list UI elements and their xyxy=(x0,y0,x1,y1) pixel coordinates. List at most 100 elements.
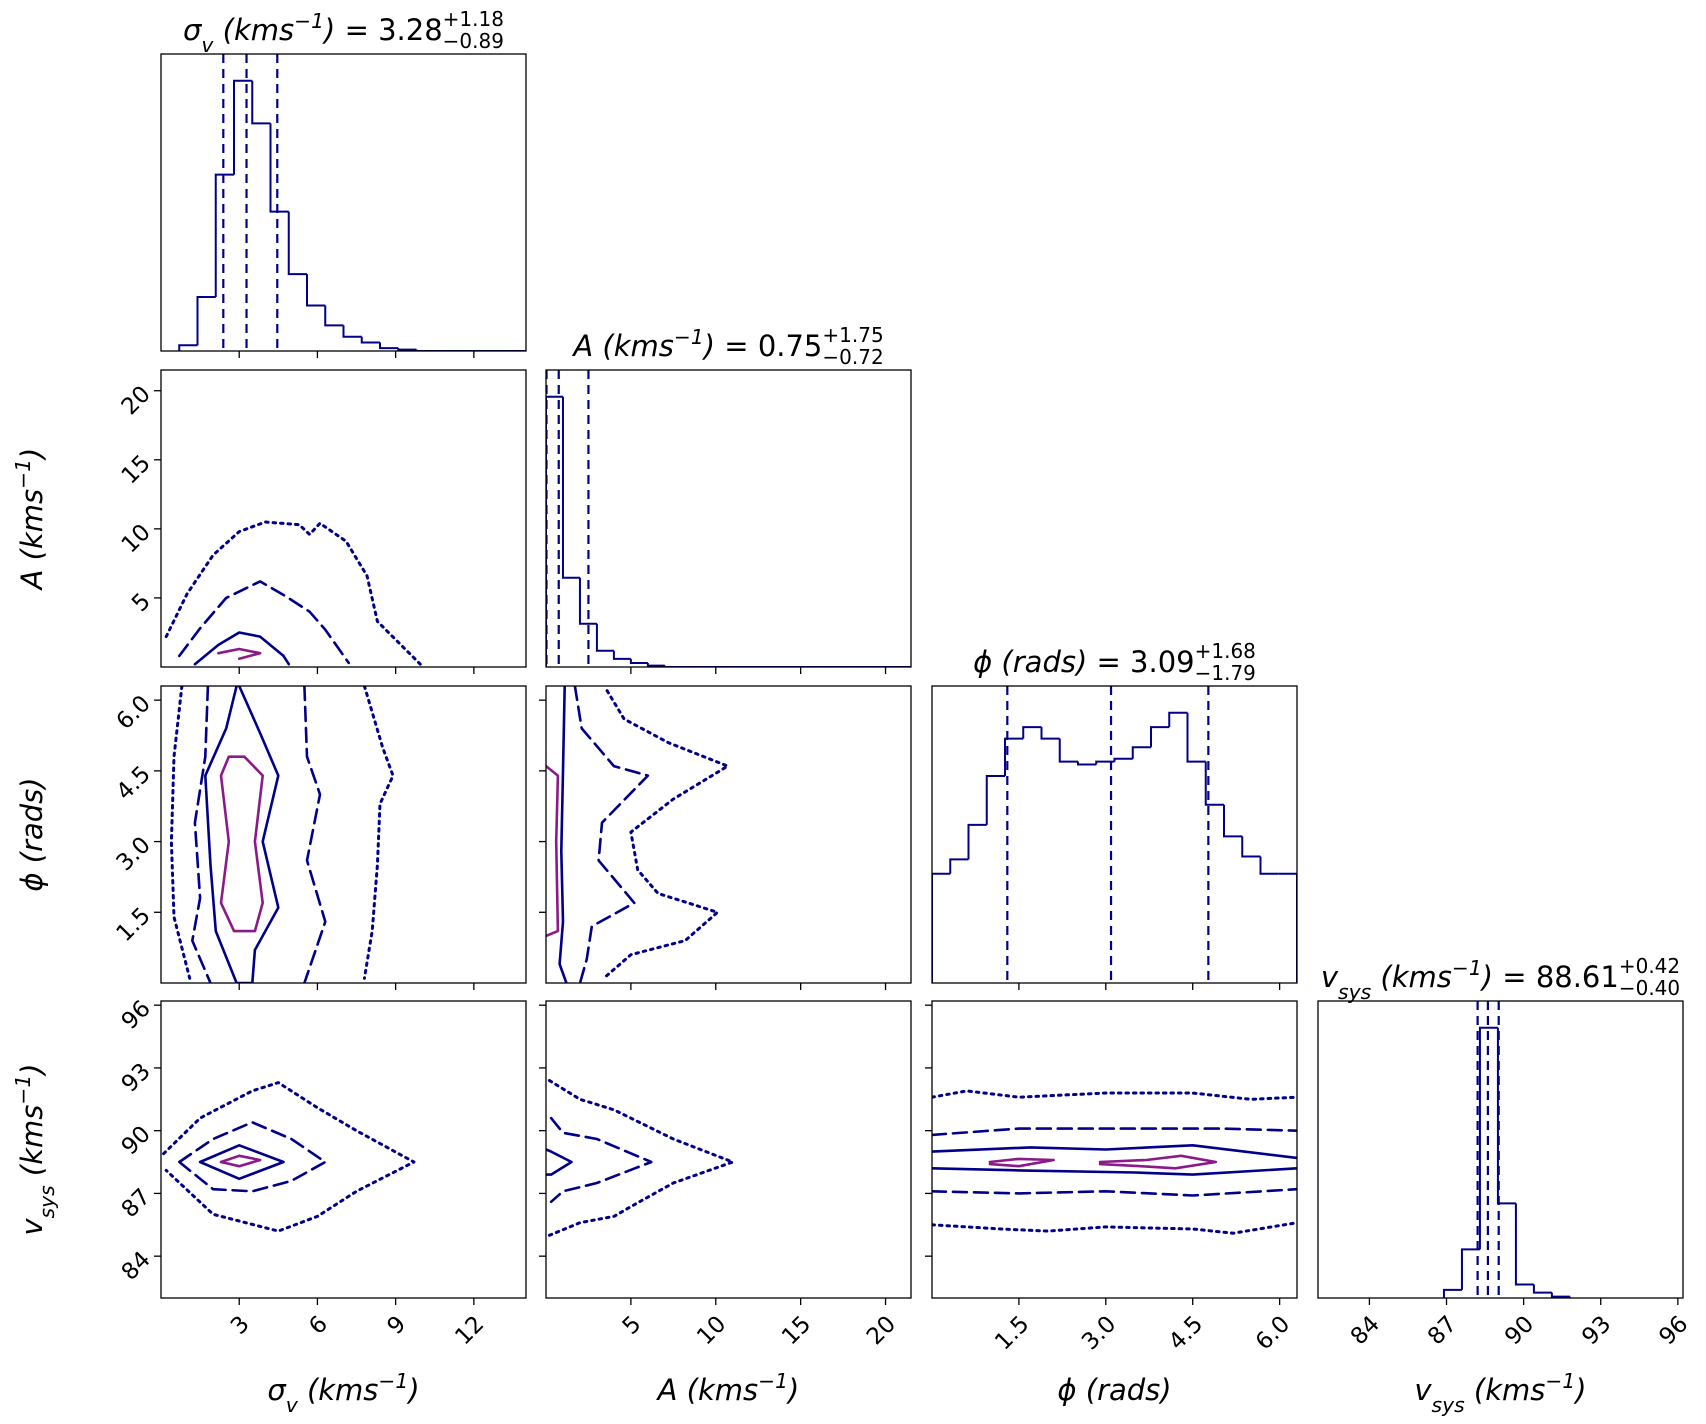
hist-bar xyxy=(612,650,631,660)
x-tick-label: 20 xyxy=(862,1311,901,1350)
contour-dotted xyxy=(932,1089,1297,1101)
x-tick-label: 93 xyxy=(1577,1311,1616,1350)
y-tick-label: 96 xyxy=(117,996,156,1035)
x-tick-label: 9 xyxy=(382,1311,411,1340)
hist-bar xyxy=(342,325,362,338)
hist-bar xyxy=(578,577,597,625)
y-tick-label: 90 xyxy=(117,1121,156,1160)
hist-bar xyxy=(251,80,271,125)
hist-bar xyxy=(967,823,987,860)
x-tick-label: 6.0 xyxy=(1251,1311,1295,1355)
contour-dotted xyxy=(162,1081,416,1233)
y-tick-label: 10 xyxy=(117,519,156,558)
panel-title-minus: −1.79 xyxy=(1195,661,1256,685)
contour-panel-0-3 xyxy=(162,1081,416,1233)
hist-bar xyxy=(269,123,289,213)
hist-bar xyxy=(360,336,380,344)
hist-panel-1: A (kms−1) = 0.75+1.75−0.72 xyxy=(546,323,911,667)
y-axis-label: ϕ (rads) xyxy=(15,777,49,891)
y-tick-label: 6.0 xyxy=(112,691,156,735)
hist-bar xyxy=(1077,761,1097,766)
hist-bar xyxy=(1131,746,1151,759)
panel-title-minus: −0.72 xyxy=(822,345,883,369)
contour-frame xyxy=(545,685,912,984)
hist-bar xyxy=(178,344,198,351)
contour-panel-1-2 xyxy=(546,686,730,983)
contour-solid xyxy=(558,686,568,983)
y-tick-label: 84 xyxy=(117,1247,156,1286)
hist-bar xyxy=(415,349,435,351)
contour-solid xyxy=(932,1167,1297,1176)
hist-bar xyxy=(595,623,614,652)
hist-frame xyxy=(545,369,912,668)
contour-solid xyxy=(204,686,280,983)
x-axis-label: A (kms−1) xyxy=(656,1369,800,1407)
contour-dashed xyxy=(932,1127,1297,1137)
y-tick-label: 87 xyxy=(117,1184,156,1223)
contour-frame xyxy=(545,1000,912,1299)
hist-frame xyxy=(1317,1000,1684,1299)
hist-bar xyxy=(233,79,253,175)
y-tick-label: 4.5 xyxy=(112,761,156,805)
hist-bar xyxy=(1496,1027,1516,1205)
contour-dotted xyxy=(169,686,192,980)
y-axis-label: A (kms−1) xyxy=(11,448,49,592)
hist-bar xyxy=(1442,1288,1462,1298)
contour-solid xyxy=(932,1144,1297,1160)
hist-bar xyxy=(196,295,216,346)
x-axis-label: vsys (kms−1) xyxy=(1414,1369,1586,1417)
hist-bar xyxy=(1150,726,1170,748)
contour-panel-2-3 xyxy=(932,1089,1297,1235)
x-axis-label: σv (kms−1) xyxy=(267,1369,419,1417)
x-tick-label: 5 xyxy=(618,1311,647,1340)
panel-title: ϕ (rads) = 3.09+1.68 xyxy=(973,639,1256,679)
hist-bar xyxy=(949,858,969,874)
x-tick-label: 15 xyxy=(777,1311,816,1350)
hist-frame xyxy=(160,53,527,352)
x-tick-label: 6 xyxy=(304,1311,333,1340)
contour-inner xyxy=(546,764,560,938)
hist-bar xyxy=(324,305,344,327)
contour-inner xyxy=(988,1157,1055,1168)
hist-bar xyxy=(379,342,399,350)
contour-dotted xyxy=(362,686,395,980)
contour-frame xyxy=(160,685,527,984)
hist-bar xyxy=(663,665,682,667)
contour-inner xyxy=(219,755,264,933)
contour-dashed xyxy=(303,686,327,983)
x-tick-label: 10 xyxy=(692,1311,731,1350)
contour-inner xyxy=(219,1154,262,1168)
panel-title-minus: −0.89 xyxy=(443,29,504,53)
y-tick-label: 5 xyxy=(127,588,156,617)
contour-dotted xyxy=(164,520,424,667)
contour-dotted xyxy=(932,1221,1297,1235)
hist-bar xyxy=(306,274,326,307)
x-tick-label: 87 xyxy=(1423,1311,1462,1350)
hist-bar xyxy=(1186,712,1206,763)
contour-panel-0-1 xyxy=(164,520,424,667)
panel-title-minus: −0.40 xyxy=(1619,976,1680,1000)
hist-bar xyxy=(1168,711,1188,728)
contour-inner xyxy=(1098,1154,1218,1170)
hist-bar xyxy=(1550,1292,1570,1298)
contour-frame xyxy=(160,369,527,668)
hist-bar xyxy=(1259,856,1279,875)
hist-bar xyxy=(1004,737,1024,776)
panel-title: A (kms−1) = 0.75+1.75 xyxy=(571,323,883,363)
x-tick-label: 1.5 xyxy=(990,1311,1034,1355)
y-tick-label: 20 xyxy=(117,381,156,420)
x-tick-label: 3 xyxy=(226,1311,255,1340)
hist-bar xyxy=(1058,738,1078,763)
hist-bar xyxy=(561,396,580,579)
contour-frame xyxy=(931,1000,1298,1299)
x-tick-label: 96 xyxy=(1654,1311,1693,1350)
contour-dashed xyxy=(573,686,650,983)
y-tick-label: 15 xyxy=(117,450,156,489)
contour-dashed xyxy=(932,1187,1297,1197)
hist-bar xyxy=(629,658,648,664)
x-tick-label: 84 xyxy=(1346,1311,1385,1350)
hist-bar xyxy=(1040,727,1060,740)
hist-bar xyxy=(1022,726,1042,739)
contour-dashed xyxy=(549,1116,653,1204)
